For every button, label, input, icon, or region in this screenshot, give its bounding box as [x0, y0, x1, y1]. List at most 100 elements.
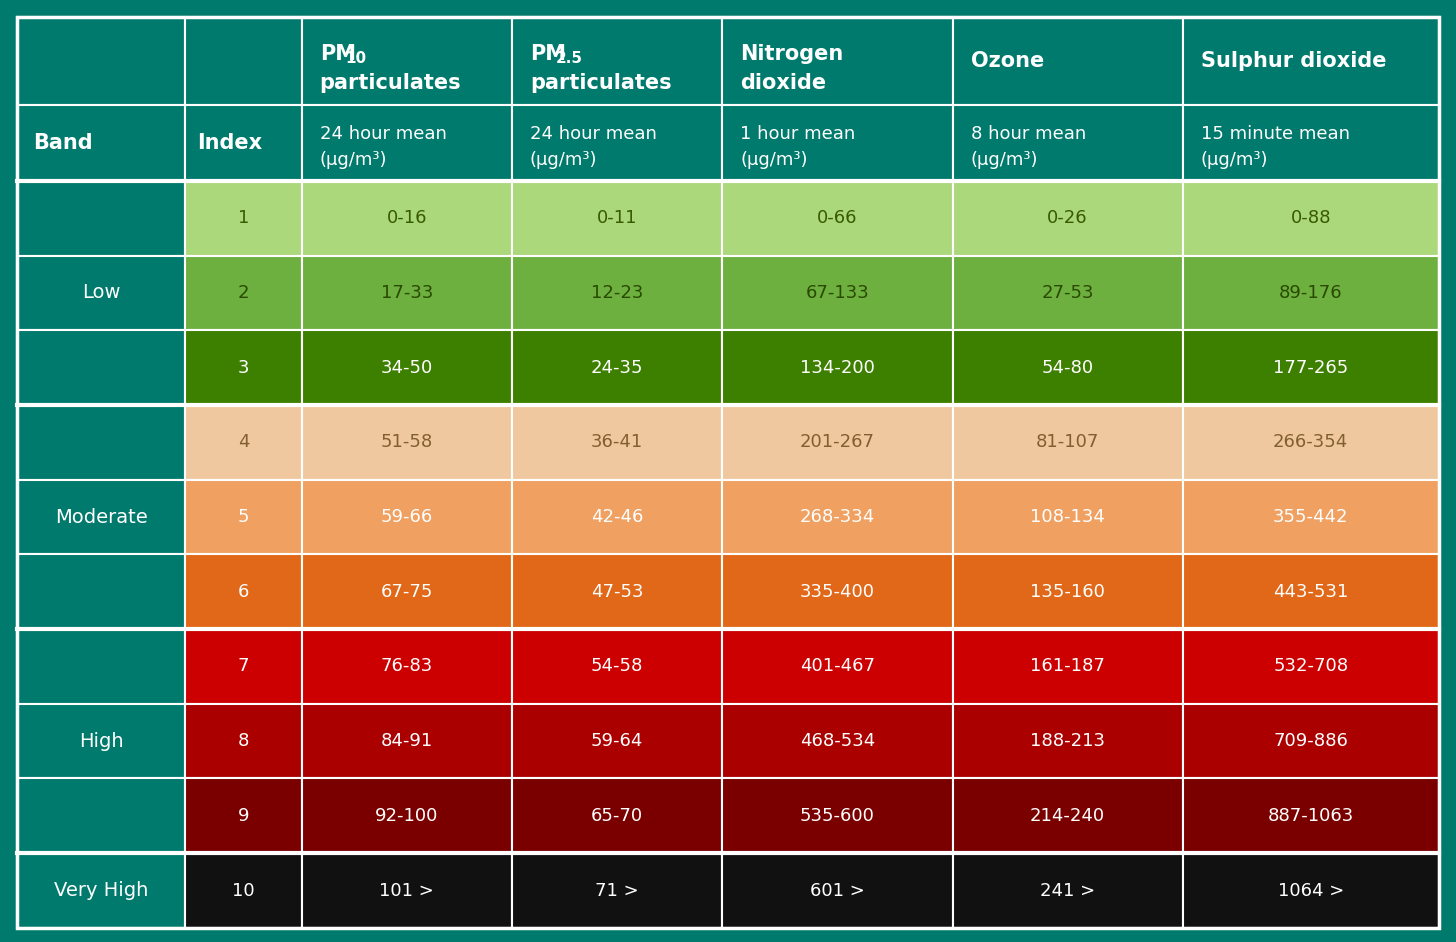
Text: 3: 3: [237, 359, 249, 377]
Text: 0-66: 0-66: [817, 209, 858, 227]
Bar: [301, 853, 513, 928]
Bar: [17, 853, 185, 928]
Text: 9: 9: [237, 807, 249, 825]
Text: 71 >: 71 >: [596, 882, 639, 900]
Bar: [513, 704, 722, 778]
Text: 92-100: 92-100: [376, 807, 438, 825]
Bar: [301, 629, 513, 704]
Bar: [952, 106, 1182, 181]
Text: 8 hour mean: 8 hour mean: [971, 125, 1086, 143]
Text: Very High: Very High: [54, 881, 149, 900]
Bar: [722, 629, 952, 704]
Text: 2.5: 2.5: [556, 51, 582, 66]
Text: 54-80: 54-80: [1041, 359, 1093, 377]
Text: Ozone: Ozone: [971, 51, 1044, 72]
Bar: [513, 17, 722, 106]
Text: 241 >: 241 >: [1040, 882, 1095, 900]
Bar: [952, 255, 1182, 331]
Bar: [952, 479, 1182, 555]
Text: Sulphur dioxide: Sulphur dioxide: [1201, 51, 1386, 72]
Bar: [722, 778, 952, 853]
Bar: [301, 106, 513, 181]
Bar: [1182, 853, 1439, 928]
Bar: [301, 479, 513, 555]
Text: 101 >: 101 >: [380, 882, 434, 900]
Text: 12-23: 12-23: [591, 284, 644, 302]
Text: Band: Band: [33, 133, 93, 154]
Text: 134-200: 134-200: [799, 359, 875, 377]
Text: 1064 >: 1064 >: [1277, 882, 1344, 900]
Text: 84-91: 84-91: [380, 732, 432, 750]
Text: particulates: particulates: [530, 73, 671, 93]
Bar: [952, 405, 1182, 479]
Bar: [722, 853, 952, 928]
Text: 0-26: 0-26: [1047, 209, 1088, 227]
Bar: [513, 479, 722, 555]
Text: 161-187: 161-187: [1031, 658, 1105, 675]
Text: 188-213: 188-213: [1031, 732, 1105, 750]
Bar: [185, 853, 301, 928]
Bar: [722, 255, 952, 331]
Text: Index: Index: [197, 133, 262, 154]
Text: 5: 5: [237, 508, 249, 526]
Bar: [185, 405, 301, 479]
Text: Nitrogen: Nitrogen: [740, 44, 843, 64]
Text: 17-33: 17-33: [380, 284, 432, 302]
Bar: [1182, 629, 1439, 704]
Text: 24-35: 24-35: [591, 359, 644, 377]
Bar: [185, 629, 301, 704]
Bar: [952, 181, 1182, 255]
Bar: [513, 778, 722, 853]
Text: (μg/m³): (μg/m³): [530, 151, 597, 169]
Text: 67-75: 67-75: [380, 583, 432, 601]
Text: 34-50: 34-50: [380, 359, 432, 377]
Bar: [301, 778, 513, 853]
Bar: [513, 405, 722, 479]
Bar: [301, 704, 513, 778]
Text: 81-107: 81-107: [1037, 433, 1099, 451]
Text: 443-531: 443-531: [1273, 583, 1348, 601]
Bar: [513, 106, 722, 181]
Bar: [952, 853, 1182, 928]
Text: 2: 2: [237, 284, 249, 302]
Bar: [17, 778, 185, 853]
Bar: [513, 255, 722, 331]
Bar: [17, 106, 185, 181]
Text: 10: 10: [345, 51, 367, 66]
Text: 535-600: 535-600: [799, 807, 875, 825]
Text: 401-467: 401-467: [799, 658, 875, 675]
Text: 214-240: 214-240: [1029, 807, 1105, 825]
Text: 65-70: 65-70: [591, 807, 644, 825]
Bar: [722, 555, 952, 629]
Text: (μg/m³): (μg/m³): [971, 151, 1038, 169]
Text: 335-400: 335-400: [799, 583, 875, 601]
Bar: [722, 479, 952, 555]
Text: 709-886: 709-886: [1273, 732, 1348, 750]
Bar: [185, 181, 301, 255]
Bar: [17, 17, 185, 106]
Text: 76-83: 76-83: [380, 658, 432, 675]
Bar: [1182, 405, 1439, 479]
Text: 468-534: 468-534: [799, 732, 875, 750]
Bar: [17, 704, 185, 778]
Text: Low: Low: [82, 284, 121, 302]
Text: 89-176: 89-176: [1278, 284, 1342, 302]
Bar: [185, 331, 301, 405]
Text: Moderate: Moderate: [55, 508, 147, 527]
Bar: [1182, 778, 1439, 853]
Text: High: High: [79, 732, 124, 751]
Text: PM: PM: [320, 44, 355, 64]
Text: 24 hour mean: 24 hour mean: [320, 125, 447, 143]
Bar: [952, 629, 1182, 704]
Bar: [1182, 17, 1439, 106]
Bar: [513, 629, 722, 704]
Bar: [952, 555, 1182, 629]
Bar: [1182, 106, 1439, 181]
Bar: [301, 331, 513, 405]
Bar: [722, 17, 952, 106]
Text: 177-265: 177-265: [1273, 359, 1348, 377]
Text: 7: 7: [237, 658, 249, 675]
Bar: [301, 255, 513, 331]
Bar: [17, 405, 185, 479]
Text: 268-334: 268-334: [799, 508, 875, 526]
